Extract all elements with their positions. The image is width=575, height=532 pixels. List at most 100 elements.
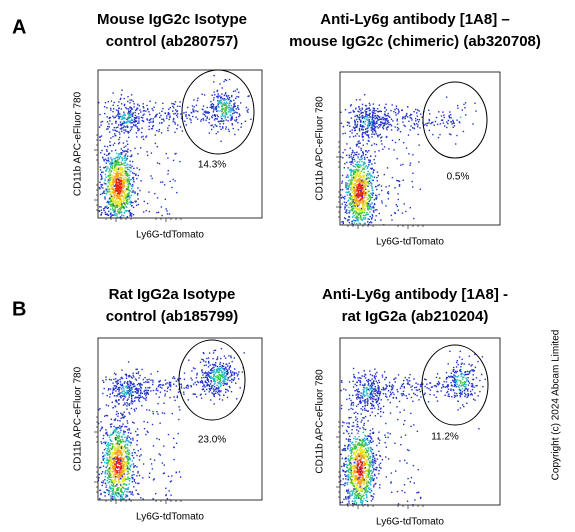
event-dot — [439, 123, 442, 125]
event-dot — [128, 502, 129, 503]
event-dot — [163, 445, 165, 447]
event-dot — [356, 165, 359, 168]
event-dot — [211, 385, 213, 387]
event-dot — [103, 209, 105, 212]
event-dot — [124, 507, 125, 508]
event-dot — [110, 167, 112, 169]
event-dot — [369, 198, 372, 201]
event-dot — [125, 462, 127, 465]
event-dot — [142, 477, 144, 479]
event-dot — [367, 204, 369, 206]
event-dot — [355, 222, 358, 225]
event-dot — [208, 391, 210, 393]
event-dot — [105, 176, 107, 178]
event-dot — [118, 487, 120, 489]
event-dot — [233, 103, 235, 105]
event-dot — [134, 391, 136, 393]
event-dot — [147, 154, 149, 157]
event-dot — [156, 113, 158, 116]
event-dot — [130, 155, 133, 157]
event-dot — [128, 498, 131, 500]
event-dot — [122, 220, 123, 221]
event-dot — [355, 211, 357, 213]
event-dot — [361, 175, 363, 178]
event-dot — [227, 365, 229, 367]
event-dot — [361, 158, 363, 161]
event-dot — [116, 431, 118, 434]
event-dot — [106, 116, 108, 118]
event-dot — [126, 119, 129, 121]
event-dot — [218, 398, 221, 400]
event-dot — [119, 204, 122, 207]
event-dot — [360, 149, 362, 151]
event-dot — [365, 108, 367, 110]
event-dot — [216, 95, 218, 98]
event-dot — [147, 387, 149, 389]
event-dots — [340, 94, 477, 232]
event-dot — [125, 199, 128, 202]
event-dot — [370, 168, 373, 170]
event-dot — [224, 115, 226, 117]
event-dot — [212, 388, 215, 390]
event-dot — [449, 111, 451, 113]
event-dot — [142, 114, 144, 116]
event-dot — [148, 476, 150, 478]
event-dot — [391, 176, 394, 179]
event-dot — [128, 452, 130, 454]
event-dot — [225, 98, 227, 101]
event-dot — [360, 231, 361, 232]
event-dot — [211, 103, 214, 105]
event-dot — [359, 171, 362, 173]
event-dot — [196, 372, 198, 375]
event-dot — [119, 133, 121, 135]
event-dot — [122, 494, 124, 496]
event-dot — [111, 458, 113, 460]
event-dot — [109, 458, 111, 460]
event-dot — [105, 190, 107, 192]
event-dot — [138, 129, 140, 131]
event-dot — [222, 122, 225, 125]
event-dot — [352, 177, 355, 179]
event-dot — [123, 164, 126, 166]
event-dot — [127, 100, 129, 103]
event-dot — [355, 176, 358, 179]
event-dot — [130, 493, 132, 495]
event-dot — [115, 183, 117, 186]
event-dot — [121, 128, 123, 130]
event-dot — [385, 115, 388, 117]
event-dot — [368, 208, 371, 210]
event-dot — [161, 214, 163, 217]
event-dot — [386, 167, 389, 169]
event-dot — [354, 193, 357, 195]
event-dot — [143, 381, 145, 384]
event-dot — [183, 372, 186, 374]
event-dot — [360, 181, 362, 183]
event-dot — [122, 201, 125, 204]
event-dot — [183, 393, 185, 395]
event-dot — [376, 122, 378, 124]
event-dot — [129, 200, 132, 202]
event-dot — [135, 109, 137, 111]
event-dot — [105, 484, 108, 487]
event-dot — [137, 103, 139, 106]
event-dot — [121, 369, 123, 371]
event-dot — [124, 425, 126, 428]
event-dot — [187, 384, 189, 386]
event-dot — [364, 192, 367, 194]
event-dot — [369, 205, 372, 208]
event-dot — [215, 387, 218, 389]
event-dot — [164, 389, 166, 392]
event-dot — [113, 473, 115, 475]
event-dot — [148, 128, 150, 131]
event-dot — [377, 119, 379, 121]
event-dot — [219, 363, 221, 365]
event-dot — [128, 166, 131, 168]
event-dot — [131, 118, 133, 121]
event-dot — [388, 124, 390, 126]
event-dot — [358, 196, 360, 198]
event-dot — [122, 481, 124, 483]
event-dot — [360, 212, 362, 214]
event-dot — [121, 177, 123, 179]
event-dot — [354, 219, 356, 222]
